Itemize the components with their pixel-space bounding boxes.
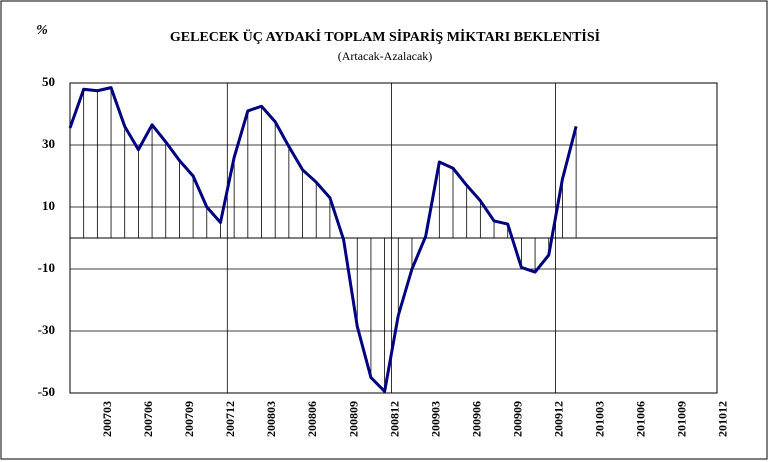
y-tick-label: 50 [42, 74, 55, 89]
x-tick-label: 200903 [428, 401, 442, 437]
x-tick-label: 200812 [387, 401, 401, 437]
x-tick-label: 201006 [634, 401, 648, 437]
line-series [68, 86, 578, 393]
x-tick-label: 200803 [264, 401, 278, 437]
x-tick-label: 200806 [305, 401, 319, 437]
y-tick-label: 30 [42, 136, 55, 151]
y-tick-label: -50 [38, 384, 55, 399]
y-tick-label: -10 [38, 260, 55, 275]
x-tick-label: 200703 [100, 401, 114, 437]
x-tick-label: 201009 [675, 401, 689, 437]
x-tick-label: 201012 [716, 401, 730, 437]
x-tick-label: 201003 [592, 401, 606, 437]
y-axis-label: % [36, 23, 48, 38]
x-tick-label: 200909 [510, 401, 524, 437]
x-tick-label: 200712 [223, 401, 237, 437]
chart-subtitle: (Artacak-Azalacak) [338, 49, 433, 63]
x-tick-label: 200809 [346, 401, 360, 437]
y-tick-label: 10 [42, 198, 55, 213]
x-tick-label: 200912 [551, 401, 565, 437]
y-tick-label: -30 [38, 322, 55, 337]
x-tick-label: 200706 [141, 401, 155, 437]
x-tick-label: 200709 [182, 401, 196, 437]
chart-title: GELECEK ÜÇ AYDAKİ TOPLAM SİPARİŞ MİKTARI… [170, 28, 600, 45]
x-tick-label: 200906 [469, 401, 483, 437]
